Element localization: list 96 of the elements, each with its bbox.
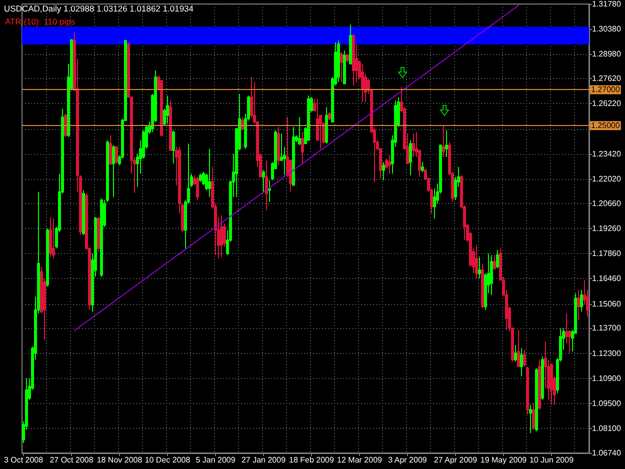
candlestick <box>220 214 223 258</box>
candlestick <box>541 356 544 400</box>
candlestick <box>475 244 478 279</box>
candlestick <box>343 50 346 84</box>
candlestick <box>208 148 211 198</box>
y-tick-label: 1.06740 <box>592 448 622 458</box>
candlestick <box>64 113 67 138</box>
x-tick-label: 12 Mar 2009 <box>337 456 383 464</box>
candlestick <box>478 256 481 279</box>
candlestick <box>532 402 535 430</box>
candlestick <box>523 349 526 368</box>
candlestick <box>388 154 391 174</box>
candlestick <box>529 404 532 434</box>
candlestick <box>262 170 265 192</box>
y-tick-label: 1.17860 <box>592 249 622 258</box>
candlestick <box>112 144 115 198</box>
x-tick-label: 10 Jun 2009 <box>529 456 574 464</box>
y-tick-label: 1.12300 <box>592 348 622 358</box>
candlestick <box>172 130 175 164</box>
candlestick <box>490 254 493 296</box>
y-tick-label: 1.13700 <box>592 324 622 333</box>
candlestick <box>298 116 301 146</box>
candlestick <box>517 329 520 368</box>
y-tick-label: 1.10900 <box>592 374 622 383</box>
x-tick-label: 3 Oct 2008 <box>4 456 44 464</box>
y-tick-label: 1.08100 <box>592 424 622 434</box>
candlestick <box>538 359 541 410</box>
chart-title: USDCAD,Daily 1.02988 1.03126 1.01862 1.01934 <box>4 4 194 14</box>
candlestick <box>352 33 355 86</box>
ref-line-label: 1.27000 <box>591 85 620 94</box>
ref-line-label: 1.25000 <box>591 121 620 130</box>
candlestick <box>412 133 415 158</box>
candlestick <box>421 161 424 173</box>
x-tick-label: 5 Jan 2009 <box>196 456 236 464</box>
candlestick <box>346 53 349 63</box>
y-tick-label: 1.09500 <box>592 399 622 408</box>
candlestick <box>445 130 448 158</box>
candlestick <box>577 290 580 320</box>
candlestick <box>115 146 118 164</box>
candlestick <box>166 94 169 124</box>
candlestick <box>169 100 172 151</box>
y-tick-label: 1.20660 <box>592 198 622 208</box>
candlestick <box>535 368 538 432</box>
candlestick <box>46 228 49 288</box>
candlestick <box>292 126 295 186</box>
x-tick-label: 19 May 2009 <box>480 456 528 464</box>
candlestick <box>199 173 202 182</box>
candlestick <box>265 160 268 211</box>
candlestick <box>100 198 103 278</box>
y-tick-label: 1.28980 <box>592 50 622 59</box>
candlestick <box>49 216 52 258</box>
candlestick <box>520 348 523 377</box>
candlestick <box>337 40 340 83</box>
x-tick-label: 18 Nov 2008 <box>96 456 143 464</box>
candlestick <box>277 126 280 166</box>
candlestick <box>526 366 529 416</box>
y-tick-label: 1.31780 <box>592 0 622 8</box>
candlestick <box>349 24 352 64</box>
y-tick-label: 1.30380 <box>592 24 622 34</box>
candlestick <box>82 190 85 236</box>
x-tick-label: 10 Dec 2008 <box>144 456 191 464</box>
x-tick-label: 18 Feb 2009 <box>289 456 335 464</box>
candlestick <box>301 132 304 164</box>
candlestick <box>361 63 364 103</box>
y-tick-label: 1.15060 <box>592 299 622 308</box>
candlestick <box>514 344 517 362</box>
candlestick <box>196 176 199 201</box>
y-tick-label: 1.22020 <box>592 174 622 184</box>
candlestick <box>97 216 100 252</box>
candlestick <box>241 116 244 131</box>
candlestick <box>580 290 583 312</box>
candlestick <box>325 106 328 144</box>
x-tick-label: 27 Apr 2009 <box>434 456 478 464</box>
candlestick <box>268 180 271 202</box>
x-tick-label: 3 Apr 2009 <box>388 456 428 464</box>
candlestick <box>493 254 496 271</box>
candlestick <box>385 158 388 170</box>
x-tick-label: 27 Oct 2008 <box>50 456 94 464</box>
x-tick-label: 27 Jan 2009 <box>241 456 286 464</box>
y-tick-label: 1.19260 <box>592 224 622 233</box>
candlestick <box>52 218 55 259</box>
candlestick <box>550 362 553 406</box>
y-tick-label: 1.16460 <box>592 274 622 284</box>
y-tick-label: 1.23420 <box>592 149 622 158</box>
candlestick <box>442 124 445 158</box>
candlestick <box>409 140 412 176</box>
candlestick <box>328 112 331 121</box>
candlestick <box>481 262 484 309</box>
candlestick <box>109 134 112 166</box>
annotation: ATR (10): 110 pips <box>5 16 76 26</box>
y-tick-label: 1.27620 <box>592 74 622 84</box>
candlestick <box>340 52 343 83</box>
candlestick <box>382 161 385 181</box>
candlestick <box>307 94 310 141</box>
candlestick <box>496 250 499 269</box>
y-tick-label: 1.26220 <box>592 99 622 108</box>
